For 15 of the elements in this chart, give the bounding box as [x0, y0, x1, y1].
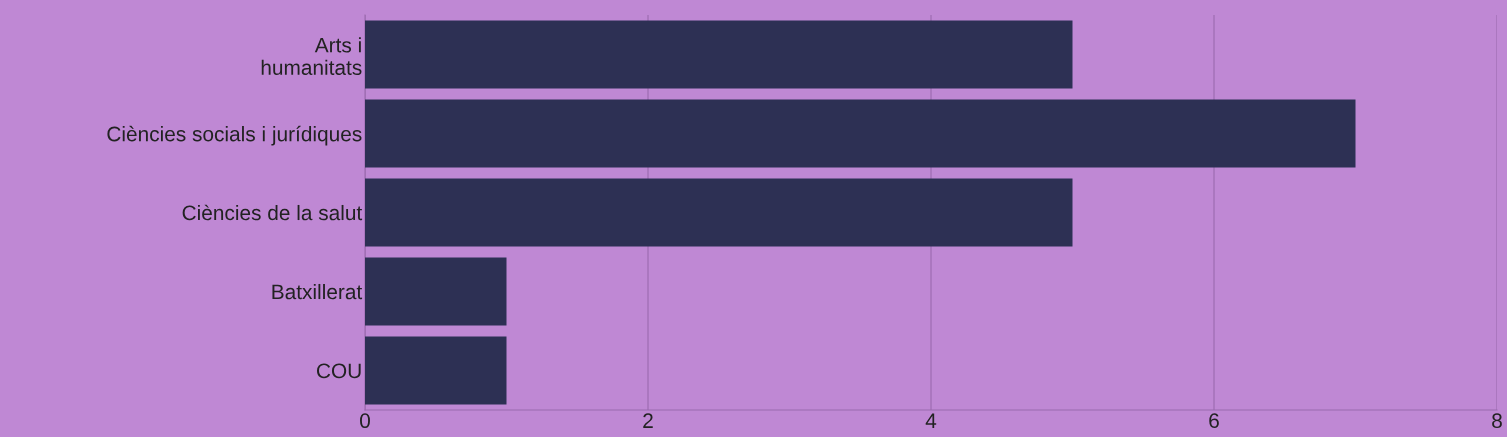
x-tick-label: 2 — [643, 413, 653, 428]
bar — [365, 99, 1356, 168]
x-tick-label: 8 — [1492, 413, 1502, 429]
bar — [365, 178, 1073, 247]
x-tick-label: 6 — [1209, 413, 1219, 429]
y-tick-label: Ciències de la salut — [182, 204, 363, 221]
y-tick-label: COU — [316, 363, 361, 379]
x-tick-label: 4 — [925, 413, 937, 428]
bar — [365, 336, 507, 405]
y-tick-label: Arts i humanitats — [261, 37, 362, 75]
bar — [365, 20, 1073, 89]
x-tick-label: 0 — [360, 413, 370, 429]
bar — [365, 257, 507, 326]
y-tick-label: Ciències socials i jurídiques — [107, 125, 362, 146]
y-tick-label: Batxillerat — [272, 283, 363, 300]
